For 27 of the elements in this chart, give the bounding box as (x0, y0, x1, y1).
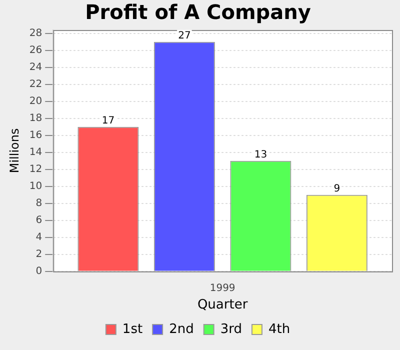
y-tick-label: 20 (29, 96, 42, 107)
y-tick-label: 12 (29, 164, 42, 175)
y-tick-label: 18 (29, 112, 42, 124)
y-tick-label: 6 (36, 214, 42, 226)
y-tick-label: 2 (36, 248, 42, 260)
y-tick-label: 28 (29, 28, 42, 39)
data-label: 13 (254, 149, 268, 160)
y-tick-label: 16 (29, 130, 42, 141)
legend-label: 1st (122, 322, 143, 337)
chart-title: Profit of A Company (85, 0, 311, 24)
y-tick-label: 10 (29, 180, 42, 192)
y-tick-label: 4 (36, 232, 42, 243)
data-label: 17 (102, 115, 115, 126)
y-tick-label: 0 (36, 266, 42, 277)
y-axis-title: Millions (7, 128, 22, 174)
x-axis-title: Quarter (197, 298, 248, 313)
y-tick-label: 24 (29, 62, 42, 73)
x-tick-label: 1999 (210, 282, 236, 294)
y-tick-label: 26 (29, 44, 42, 56)
data-label: 27 (178, 30, 191, 42)
y-tick-label: 22 (29, 78, 42, 90)
legend-label: 2nd (169, 322, 194, 337)
legend-label: 4th (268, 322, 290, 337)
y-tick-label: 14 (29, 146, 42, 158)
y-tick-label: 8 (36, 198, 42, 209)
legend-label: 3rd (220, 322, 242, 337)
data-label: 9 (334, 183, 340, 194)
